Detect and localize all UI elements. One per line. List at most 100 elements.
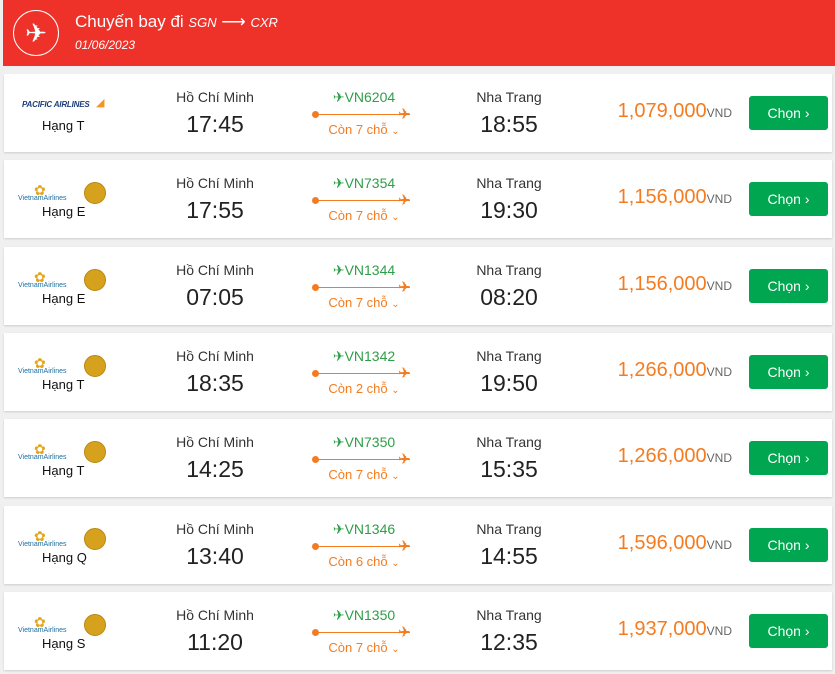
chevron-right-icon: › [804, 622, 810, 639]
chevron-right-icon: › [804, 450, 810, 467]
price: 1,266,000VND [618, 359, 732, 382]
fare-class: Hạng Q [42, 549, 87, 565]
price: 1,596,000VND [618, 532, 732, 555]
seats-toggle[interactable]: Còn 7 chỗ ⌄ [304, 640, 424, 655]
airline-logo-text: VietnamAirlines [18, 281, 67, 289]
select-flight-button[interactable]: Chọn › [749, 613, 828, 648]
arrival-time: 19:30 [480, 197, 538, 224]
plane-arrow-icon: ✈ [398, 192, 411, 210]
currency: VND [706, 278, 732, 293]
fare-class: Hạng T [42, 118, 85, 133]
airline-logo-text: VietnamAirlines [18, 540, 67, 548]
select-flight-button[interactable]: Chọn › [749, 96, 828, 130]
airline-logo: PACIFIC AIRLINES ◢ [18, 96, 108, 122]
departure-time: 14:25 [186, 456, 244, 483]
arrival-city: Nha Trang [476, 434, 542, 451]
seats-remaining: Còn 6 chỗ [328, 553, 388, 569]
flight-card: ✿ VietnamAirlines Hạng S Hồ Chí Minh 11:2… [4, 591, 832, 670]
departure-city: Hồ Chí Minh [176, 520, 254, 537]
currency: VND [706, 192, 732, 207]
skytrax-badge-icon [84, 613, 106, 636]
departure-time: 17:45 [186, 111, 244, 137]
airline-logo: ✿ VietnamAirlines [18, 268, 108, 295]
seats-toggle[interactable]: Còn 7 chỗ ⌄ [304, 467, 424, 482]
plane-icon: ✈ [332, 434, 345, 451]
select-flight-button[interactable]: Chọn › [749, 527, 828, 562]
select-label: Chọn [767, 105, 801, 121]
departure-time: 13:40 [186, 542, 244, 569]
skytrax-badge-icon [84, 182, 106, 205]
chevron-right-icon: › [804, 191, 810, 208]
fare-class: Hạng E [42, 290, 86, 306]
flight-code: ✈VN1350 [304, 607, 424, 624]
currency: VND [706, 106, 732, 120]
fare-class: Hạng E [42, 204, 86, 220]
flight-code: ✈VN7354 [304, 175, 424, 192]
plane-arrow-icon: ✈ [398, 278, 411, 296]
select-flight-button[interactable]: Chọn › [749, 441, 828, 476]
plane-icon: ✈ [332, 261, 345, 278]
departure-city: Hồ Chí Minh [176, 261, 254, 278]
seats-toggle[interactable]: Còn 7 chỗ ⌄ [304, 295, 424, 310]
departure-time: 18:35 [186, 369, 244, 396]
price: 1,266,000VND [618, 445, 732, 468]
currency: VND [706, 623, 732, 638]
flight-code-text: VN6204 [344, 89, 396, 105]
select-flight-button[interactable]: Chọn › [749, 182, 828, 217]
price-value: 1,079,000 [617, 100, 707, 122]
airline-logo-text: VietnamAirlines [18, 195, 67, 203]
airline-logo: ✿ VietnamAirlines [18, 527, 108, 554]
flight-card: PACIFIC AIRLINES ◢ Hạng T Hồ Chí Minh 17:… [4, 74, 832, 152]
chevron-right-icon: › [804, 277, 810, 294]
flight-date: 01/06/2023 [75, 38, 136, 52]
route-line [314, 459, 410, 461]
seats-remaining: Còn 7 chỗ [328, 639, 388, 655]
chevron-down-icon: ⌄ [391, 471, 400, 483]
route-line [314, 372, 410, 374]
flight-code-text: VN7354 [344, 175, 396, 192]
select-label: Chọn [767, 191, 801, 208]
seats-toggle[interactable]: Còn 7 chỗ ⌄ [304, 122, 424, 137]
arrival-city: Nha Trang [476, 175, 542, 192]
route-line [314, 200, 410, 202]
seats-remaining: Còn 7 chỗ [328, 294, 388, 310]
airline-logo: ✿ VietnamAirlines [18, 613, 108, 640]
departure-city: Hồ Chí Minh [176, 606, 254, 623]
arrival-city: Nha Trang [476, 520, 542, 537]
price: 1,156,000VND [618, 273, 732, 296]
airline-logo-text: PACIFIC AIRLINES [22, 100, 90, 109]
flight-code: ✈VN7350 [304, 434, 424, 451]
lotus-logo-icon: ✿ [34, 354, 46, 371]
departure-time: 07:05 [186, 283, 244, 310]
plane-arrow-icon: ✈ [398, 364, 411, 382]
departure-city: Hồ Chí Minh [176, 89, 254, 105]
airline-logo-text: VietnamAirlines [18, 367, 67, 375]
arrival-time: 12:35 [480, 628, 538, 655]
flight-code-text: VN1342 [344, 347, 396, 364]
price-value: 1,266,000 [617, 358, 707, 381]
select-flight-button[interactable]: Chọn › [749, 268, 828, 303]
price-value: 1,266,000 [617, 445, 707, 468]
currency: VND [706, 364, 732, 379]
skytrax-badge-icon [84, 441, 106, 464]
seats-toggle[interactable]: Còn 6 chỗ ⌄ [304, 554, 424, 569]
skytrax-badge-icon [84, 354, 106, 377]
seats-toggle[interactable]: Còn 2 chỗ ⌄ [304, 381, 424, 396]
skytrax-badge-icon [84, 527, 106, 550]
select-flight-button[interactable]: Chọn › [749, 354, 828, 389]
price-value: 1,156,000 [617, 272, 707, 295]
flight-code: ✈VN6204 [304, 89, 424, 106]
seats-toggle[interactable]: Còn 7 chỗ ⌄ [304, 208, 424, 223]
select-label: Chọn [767, 536, 801, 553]
origin-code: SGN [188, 15, 217, 30]
pacific-logo-mark-icon: ◢ [96, 97, 105, 109]
price-value: 1,937,000 [617, 617, 707, 640]
lotus-logo-icon: ✿ [34, 441, 46, 458]
chevron-right-icon: › [804, 363, 810, 380]
flight-code-text: VN7350 [344, 434, 396, 451]
departure-city: Hồ Chí Minh [176, 347, 254, 364]
chevron-right-icon: › [804, 536, 810, 553]
price-value: 1,596,000 [617, 531, 707, 554]
select-label: Chọn [767, 277, 801, 294]
chevron-right-icon: › [804, 105, 810, 121]
